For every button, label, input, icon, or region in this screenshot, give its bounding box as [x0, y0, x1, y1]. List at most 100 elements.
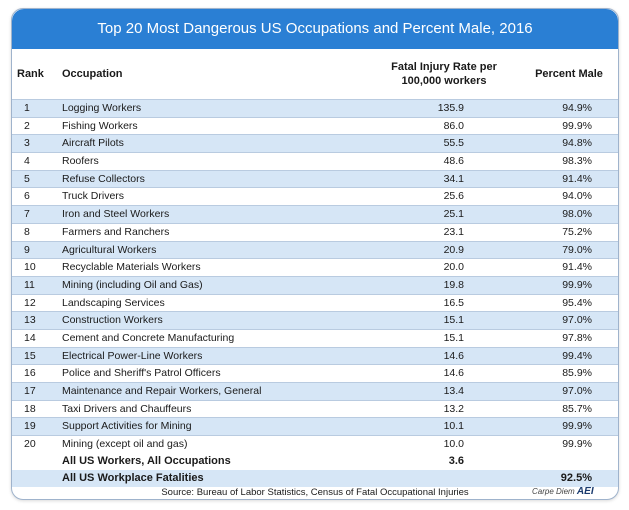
percent-male-cell: 99.9% [562, 420, 592, 433]
table-row: 2 Fishing Workers 86.0 99.9% [12, 116, 618, 135]
aei-logo: Carpe Diem AEI [532, 486, 594, 497]
occupation-cell: Aircraft Pilots [62, 137, 124, 150]
fatal-rate-cell: 10.0 [443, 438, 464, 451]
percent-male-cell: 94.0% [562, 190, 592, 203]
percent-male-cell: 75.2% [562, 225, 592, 238]
table-row: 10 Recyclable Materials Workers 20.0 91.4% [12, 258, 618, 276]
occupation-cell: Refuse Collectors [62, 172, 145, 185]
table-row: 18 Taxi Drivers and Chauffeurs 13.2 85.7% [12, 399, 618, 418]
table-row: 1 Logging Workers 135.9 94.9% [12, 99, 618, 117]
occupation-cell: Logging Workers [62, 102, 142, 114]
fatal-rate-cell: 10.1 [443, 420, 464, 433]
rank-cell: 6 [24, 190, 30, 203]
rank-cell: 1 [24, 102, 30, 114]
rank-cell: 20 [24, 438, 36, 451]
table-row: 13 Construction Workers 15.1 97.0% [12, 311, 618, 329]
fatal-rate-cell: 55.5 [443, 137, 464, 150]
percent-male-cell: 91.4% [562, 172, 592, 185]
rank-cell: 13 [24, 314, 36, 327]
fatal-rate-cell: 13.4 [443, 385, 464, 397]
occupation-cell: Maintenance and Repair Workers, General [62, 385, 262, 397]
occupation-cell: Mining (including Oil and Gas) [62, 278, 203, 291]
percent-male-cell: 95.4% [562, 296, 592, 309]
all-fatalities-label: All US Workplace Fatalities [62, 472, 204, 484]
fatal-rate-cell: 14.6 [443, 349, 464, 362]
occupation-cell: Police and Sheriff's Patrol Officers [62, 367, 221, 380]
fatal-rate-cell: 15.1 [443, 331, 464, 344]
percent-male-cell: 99.9% [562, 438, 592, 451]
rank-cell: 11 [24, 278, 35, 291]
occupation-cell: Electrical Power-Line Workers [62, 349, 203, 362]
header-occupation: Occupation [62, 68, 123, 80]
table-row: 6 Truck Drivers 25.6 94.0% [12, 187, 618, 205]
rank-cell: 4 [24, 155, 30, 168]
occupation-cell: Iron and Steel Workers [62, 208, 170, 221]
table-row: 7 Iron and Steel Workers 25.1 98.0% [12, 205, 618, 223]
rank-cell: 18 [24, 402, 36, 415]
total-row-all-workers: All US Workers, All Occupations 3.6 [12, 453, 618, 470]
all-fatalities-male: 92.5% [560, 472, 592, 484]
all-workers-rate: 3.6 [448, 455, 464, 467]
occupation-cell: Fishing Workers [62, 119, 138, 132]
rank-cell: 15 [24, 349, 36, 362]
table-row: 12 Landscaping Services 16.5 95.4% [12, 293, 618, 312]
fatal-rate-cell: 19.8 [443, 278, 464, 291]
percent-male-cell: 99.4% [562, 349, 592, 362]
all-workers-label: All US Workers, All Occupations [62, 455, 231, 467]
header-percent-male: Percent Male [535, 68, 603, 80]
rank-cell: 7 [24, 208, 30, 221]
table-row: 8 Farmers and Ranchers 23.1 75.2% [12, 222, 618, 241]
fatal-rate-cell: 25.1 [443, 208, 464, 221]
rank-cell: 16 [24, 367, 36, 380]
fatal-rate-cell: 15.1 [443, 314, 464, 327]
rank-cell: 3 [24, 137, 30, 150]
occupation-cell: Farmers and Ranchers [62, 225, 170, 238]
percent-male-cell: 99.9% [562, 119, 592, 132]
table-row: 20 Mining (except oil and gas) 10.0 99.9% [12, 435, 618, 453]
occupation-cell: Cement and Concrete Manufacturing [62, 331, 235, 344]
occupation-cell: Taxi Drivers and Chauffeurs [62, 402, 192, 415]
fatal-rate-cell: 20.0 [443, 261, 464, 274]
header-rank: Rank [17, 68, 44, 80]
percent-male-cell: 94.9% [562, 102, 592, 114]
percent-male-cell: 98.0% [562, 208, 592, 221]
rank-cell: 5 [24, 172, 30, 185]
percent-male-cell: 98.3% [562, 155, 592, 168]
table-title: Top 20 Most Dangerous US Occupations and… [12, 9, 618, 49]
fatal-rate-cell: 13.2 [443, 402, 464, 415]
fatal-rate-cell: 23.1 [443, 225, 464, 238]
rank-cell: 8 [24, 225, 30, 238]
table-body: 1 Logging Workers 135.9 94.9% 2 Fishing Worke… [12, 99, 618, 453]
fatal-rate-cell: 86.0 [443, 119, 464, 132]
fatal-rate-cell: 16.5 [443, 296, 464, 309]
rank-cell: 12 [24, 296, 36, 309]
rank-cell: 9 [24, 243, 30, 256]
table-row: 14 Cement and Concrete Manufacturing 15.1 9… [12, 328, 618, 347]
percent-male-cell: 85.9% [562, 367, 592, 380]
rank-cell: 17 [24, 385, 36, 397]
table-row: 19 Support Activities for Mining 10.1 99.9% [12, 417, 618, 436]
occupation-cell: Agricultural Workers [62, 243, 157, 256]
fatal-rate-cell: 25.6 [443, 190, 464, 203]
fatal-rate-cell: 34.1 [443, 172, 464, 185]
table-row: 9 Agricultural Workers 20.9 79.0% [12, 240, 618, 259]
percent-male-cell: 99.9% [562, 278, 592, 291]
rank-cell: 10 [24, 261, 36, 274]
rank-cell: 2 [24, 119, 30, 132]
header-fatal-rate-line1: Fatal Injury Rate per [391, 61, 497, 73]
fatal-rate-cell: 135.9 [437, 102, 464, 114]
occupation-cell: Truck Drivers [62, 190, 125, 203]
fatal-rate-cell: 48.6 [443, 155, 464, 168]
occupation-cell: Recyclable Materials Workers [62, 261, 201, 274]
table-row: 4 Roofers 48.6 98.3% [12, 152, 618, 170]
fatal-rate-cell: 20.9 [443, 243, 464, 256]
percent-male-cell: 97.8% [562, 331, 592, 344]
table-row: 11 Mining (including Oil and Gas) 19.8 99.9… [12, 275, 618, 294]
occupation-cell: Landscaping Services [62, 296, 165, 309]
percent-male-cell: 91.4% [562, 261, 592, 274]
table-card: Top 20 Most Dangerous US Occupations and… [11, 8, 619, 500]
header-fatal-rate-line2: 100,000 workers [401, 75, 487, 87]
percent-male-cell: 97.0% [562, 385, 592, 397]
percent-male-cell: 94.8% [562, 137, 592, 150]
percent-male-cell: 79.0% [562, 243, 592, 256]
